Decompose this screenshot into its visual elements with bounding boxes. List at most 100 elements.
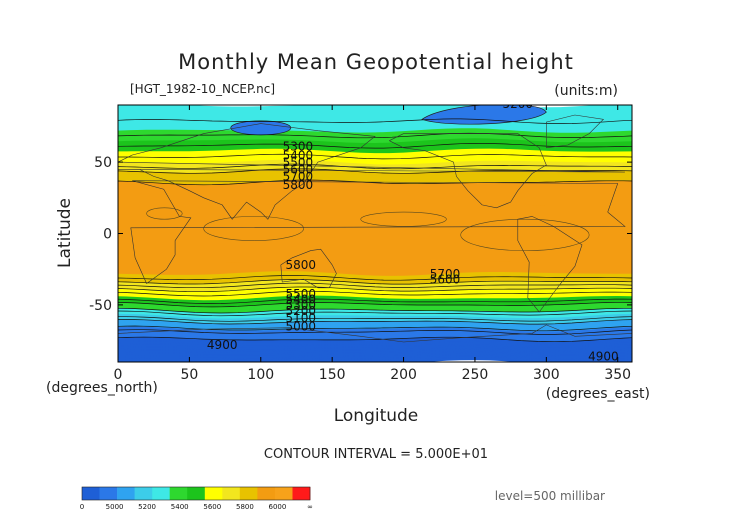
fill-band (118, 178, 632, 186)
filled-bands (118, 105, 632, 362)
contour-interval-label: CONTOUR INTERVAL = 5.000E+01 (264, 447, 488, 462)
colorbar-label: 5200 (138, 503, 156, 511)
fill-band (118, 337, 632, 344)
contour-label: 5500 (286, 287, 317, 301)
fill-band (118, 138, 632, 146)
contour-line (118, 301, 632, 308)
colorbar-swatch (239, 487, 258, 500)
fill-band (118, 356, 632, 362)
colorbar-swatch (257, 487, 276, 500)
contour-line (118, 279, 632, 285)
fill-band (118, 267, 632, 274)
colorbar-label: ∞ (307, 503, 313, 511)
fill-band (118, 129, 632, 137)
fill-band (118, 349, 632, 357)
colorbar-swatch (204, 487, 223, 500)
colorbar-label: 5800 (236, 503, 254, 511)
fill-band (118, 128, 632, 135)
fill-band (118, 136, 632, 144)
fill-band (118, 236, 632, 242)
contour-line (146, 207, 183, 220)
fill-band (118, 145, 632, 153)
fill-band (118, 154, 632, 161)
contour-label: 5200 (503, 97, 534, 111)
x-axis-title: Longitude (334, 406, 419, 426)
fill-band (118, 155, 632, 163)
contour-label: 5500 (283, 155, 314, 169)
fill-band (118, 342, 632, 350)
x-tick-label: 250 (462, 367, 489, 383)
contour-line (118, 310, 632, 317)
fill-band (118, 150, 632, 157)
fill-band (118, 158, 632, 166)
contour-line (118, 319, 632, 325)
fill-band (118, 147, 632, 154)
contour-line (118, 298, 632, 304)
fill-band (118, 144, 632, 151)
y-axis-ticks: 50 0 -50 (89, 155, 632, 314)
y-axis-title: Latitude (55, 198, 75, 268)
contour-label: 5000 (286, 320, 317, 334)
contour-label: 5700 (283, 170, 314, 184)
fill-band (118, 255, 632, 260)
fill-band (118, 135, 632, 143)
fill-band (118, 117, 632, 124)
level-label: level=500 millibar (495, 489, 605, 503)
coastline (546, 114, 605, 149)
colorbar-swatch (99, 487, 118, 500)
fill-band (118, 179, 632, 187)
colorbar (81, 486, 311, 501)
fill-band (118, 157, 632, 164)
plot-area: 5200530054005500560057005800580057005600… (117, 97, 633, 364)
fill-band (118, 265, 632, 273)
colorbar-swatch (134, 487, 153, 500)
fill-band (118, 250, 632, 256)
fill-band (118, 252, 632, 257)
colorbar-label: 5600 (203, 503, 221, 511)
fill-band (118, 358, 632, 362)
fill-band (118, 253, 632, 259)
contour-label: 4900 (207, 338, 238, 352)
y-tick-label: 0 (103, 227, 112, 243)
fill-band (118, 247, 632, 253)
contour-line (360, 211, 447, 227)
x-tick-label: 300 (533, 367, 560, 383)
fill-band (118, 344, 632, 351)
contour-line (118, 286, 632, 293)
fill-band (118, 243, 632, 249)
fill-band (118, 353, 632, 361)
fill-band (118, 249, 632, 254)
fill-band (118, 162, 632, 170)
colorbar-swatch (82, 487, 100, 500)
fill-band (118, 151, 632, 158)
contour-line (118, 290, 632, 297)
units-label: (units:m) (554, 83, 618, 99)
colorbar-label: 5000 (106, 503, 124, 511)
file-label: [HGT_1982-10_NCEP.nc] (130, 82, 275, 96)
x-units-label: (degrees_east) (546, 386, 650, 402)
fill-band (118, 176, 632, 184)
fill-band (118, 246, 632, 251)
contour-line (118, 282, 632, 289)
contour-label: 5800 (283, 178, 314, 192)
fill-band (118, 257, 632, 263)
contour-line (118, 336, 632, 343)
fill-band (118, 239, 632, 244)
coastline (118, 123, 625, 220)
colorbar-label: 6000 (268, 503, 286, 511)
fill-band (118, 161, 632, 168)
contour-line (118, 316, 632, 322)
contour-labels: 5200530054005500560057005800580057005600… (207, 97, 619, 364)
fill-band (118, 272, 632, 280)
colorbar-swatch (152, 487, 171, 500)
x-tick-label: 50 (180, 367, 198, 383)
coastline (517, 216, 583, 313)
coastline (118, 324, 632, 343)
x-tick-label: 0 (114, 367, 123, 383)
fill-band (118, 133, 632, 141)
contour-line (460, 218, 590, 251)
fill-band (118, 273, 632, 281)
contour-label: 4900 (588, 350, 619, 364)
colorbar-swatch (222, 487, 241, 500)
fill-band (118, 119, 632, 127)
